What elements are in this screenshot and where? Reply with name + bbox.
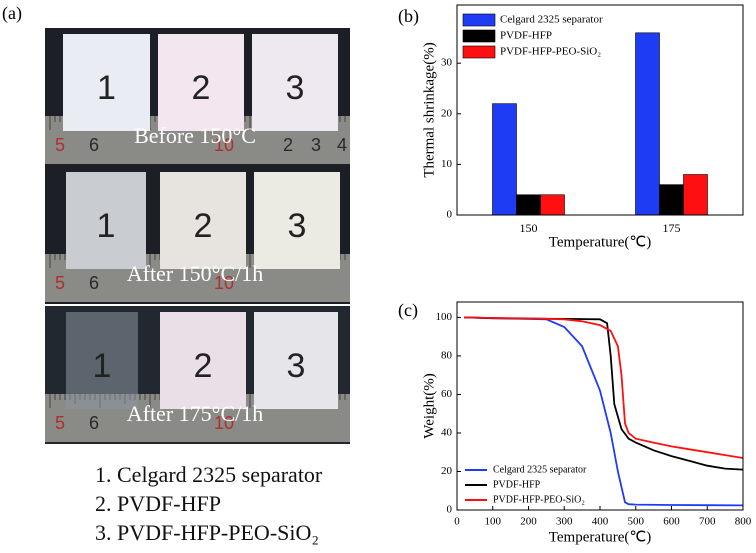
- sample: [254, 312, 338, 409]
- bar: [540, 194, 565, 216]
- ruler-number: 10: [214, 273, 234, 293]
- sample-number: 3: [286, 69, 305, 107]
- photo-caption: After 150°C/1h: [127, 261, 264, 286]
- legend-swatch: [462, 13, 496, 27]
- x-axis-label: Temperature(℃): [549, 529, 651, 545]
- data-line: [464, 316, 744, 507]
- ruler-number: 5: [55, 135, 65, 155]
- legend-label: PVDF-HFP-PEO-SiO₂: [493, 494, 585, 505]
- x-tick-label: 800: [735, 516, 752, 528]
- x-tick-label: 100: [485, 516, 502, 528]
- bar: [516, 194, 541, 216]
- legend-swatch: [462, 45, 496, 59]
- ruler-number: 2: [283, 135, 293, 155]
- x-tick-label: 175: [663, 221, 681, 235]
- x-tick-label: 700: [699, 516, 716, 528]
- legend-swatch: [462, 29, 496, 43]
- y-tick-label: 20: [441, 107, 453, 119]
- y-tick-label: 20: [441, 465, 453, 477]
- plot-frame: [456, 4, 744, 216]
- ruler-number: 3: [311, 135, 321, 155]
- legend-label: PVDF-HFP: [493, 479, 541, 490]
- data-line: [464, 316, 744, 471]
- sample-number: 1: [97, 207, 116, 245]
- ruler-number: 10: [214, 135, 234, 155]
- key-entry: 2. PVDF-HFP: [95, 491, 221, 516]
- panel-label: (b): [398, 6, 419, 27]
- sample: [254, 172, 340, 269]
- sample-number: 1: [93, 347, 112, 385]
- sample-number: 2: [194, 207, 213, 245]
- ruler-number: 6: [89, 135, 99, 155]
- y-tick-label: 60: [441, 388, 453, 400]
- y-axis-label: Weight(%): [421, 373, 437, 438]
- x-tick-label: 400: [592, 516, 609, 528]
- sample: [160, 312, 246, 409]
- photo-caption: After 175°C/1h: [127, 401, 264, 426]
- y-tick-label: 10: [441, 158, 453, 170]
- y-tick-label: 100: [436, 311, 453, 323]
- y-axis-label: Thermal shrinkage(%): [421, 42, 437, 177]
- sample-number: 1: [97, 69, 116, 107]
- sample-number: 2: [192, 69, 211, 107]
- photo-caption: Before 150°C: [134, 123, 256, 148]
- x-tick-label: 600: [663, 516, 680, 528]
- ruler-number: 6: [89, 273, 99, 293]
- sample-number: 3: [288, 207, 307, 245]
- sample-number: 3: [287, 347, 306, 385]
- bar: [635, 32, 660, 216]
- key-entry: 3. PVDF-HFP-PEO-SiO₂: [95, 520, 319, 545]
- x-tick-label: 300: [556, 516, 573, 528]
- ruler-number: 5: [55, 413, 65, 433]
- y-tick-label: 40: [441, 426, 453, 438]
- key-entry: 1. Celgard 2325 separator: [95, 462, 323, 487]
- y-tick-label: 30: [441, 57, 453, 69]
- x-tick-label: 200: [520, 516, 537, 528]
- sample: [66, 312, 138, 409]
- x-axis-label: Temperature(℃): [549, 234, 651, 250]
- bar: [492, 103, 517, 216]
- sample-number: 2: [194, 347, 213, 385]
- data-line: [464, 316, 744, 459]
- legend-label: Celgard 2325 separator: [500, 14, 603, 26]
- sample: [63, 34, 150, 131]
- ruler-number: 6: [89, 413, 99, 433]
- ruler-number: 10: [214, 413, 234, 433]
- sample: [160, 172, 246, 269]
- ruler-number: 5: [55, 273, 65, 293]
- sample: [252, 34, 338, 131]
- x-tick-label: 0: [454, 516, 460, 528]
- plot-frame: [456, 301, 744, 511]
- panel-label: (c): [398, 300, 418, 321]
- y-tick-label: 80: [441, 349, 453, 361]
- bar: [659, 184, 684, 216]
- panel-label: (a): [2, 3, 22, 24]
- legend-label: PVDF-HFP: [500, 30, 552, 42]
- legend-label: PVDF-HFP-PEO-SiO₂: [500, 46, 601, 58]
- x-tick-label: 500: [628, 516, 645, 528]
- x-tick-label: 150: [520, 221, 538, 235]
- ruler-number: 4: [337, 135, 347, 155]
- y-tick-label: 0: [447, 504, 453, 516]
- bar: [683, 174, 708, 216]
- y-tick-label: 0: [447, 209, 453, 221]
- legend-label: Celgard 2325 separator: [493, 464, 587, 475]
- sample: [158, 34, 244, 131]
- sample: [66, 172, 146, 269]
